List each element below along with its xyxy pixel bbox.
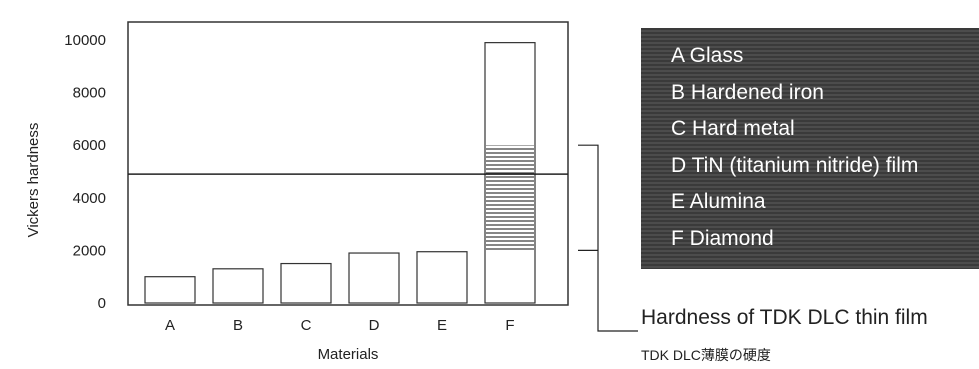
y-tick-label: 6000	[73, 137, 106, 154]
y-tick-label: 10000	[64, 32, 106, 49]
x-tick-label: B	[233, 317, 243, 334]
dlc-range-band	[486, 145, 534, 251]
y-tick-label: 8000	[73, 85, 106, 102]
legend-item-hardened-iron: B Hardened iron	[671, 80, 824, 104]
y-tick-label: 0	[98, 295, 106, 312]
legend-item-glass: A Glass	[671, 44, 744, 67]
x-axis-title: Materials	[318, 346, 379, 363]
dlc-hardness-label-jp: TDK DLC薄膜の硬度	[641, 347, 771, 363]
bar-A	[144, 276, 196, 304]
legend-item-hard-metal: C Hard metal	[671, 117, 795, 141]
bar-E	[416, 251, 468, 304]
bars-group	[144, 42, 536, 304]
y-axis-title: Vickers hardness	[25, 123, 42, 238]
x-tick-label: A	[165, 317, 175, 334]
bar-C	[280, 262, 332, 304]
x-tick-label: D	[369, 317, 380, 334]
x-axis-ticks: A B C D E F	[165, 317, 515, 334]
legend-item-alumina: E Alumina	[671, 190, 766, 214]
x-tick-label: E	[437, 317, 447, 334]
y-tick-label: 4000	[73, 190, 106, 207]
legend-item-tin-film: D TiN (titanium nitride) film	[671, 153, 919, 177]
y-axis-ticks: 0 2000 4000 6000 8000 10000	[64, 32, 106, 312]
legend-item-diamond: F Diamond	[671, 226, 774, 250]
material-legend: A Glass B Hardened iron C Hard metal D T…	[641, 28, 979, 269]
hardness-range-bracket	[578, 144, 638, 332]
bar-D	[348, 252, 400, 304]
y-tick-label: 2000	[73, 242, 106, 259]
dlc-hardness-label: Hardness of TDK DLC thin film	[641, 306, 928, 329]
x-tick-label: C	[301, 317, 312, 334]
bar-B	[212, 268, 264, 304]
plot-frame	[127, 21, 569, 306]
x-tick-label: F	[505, 317, 514, 334]
